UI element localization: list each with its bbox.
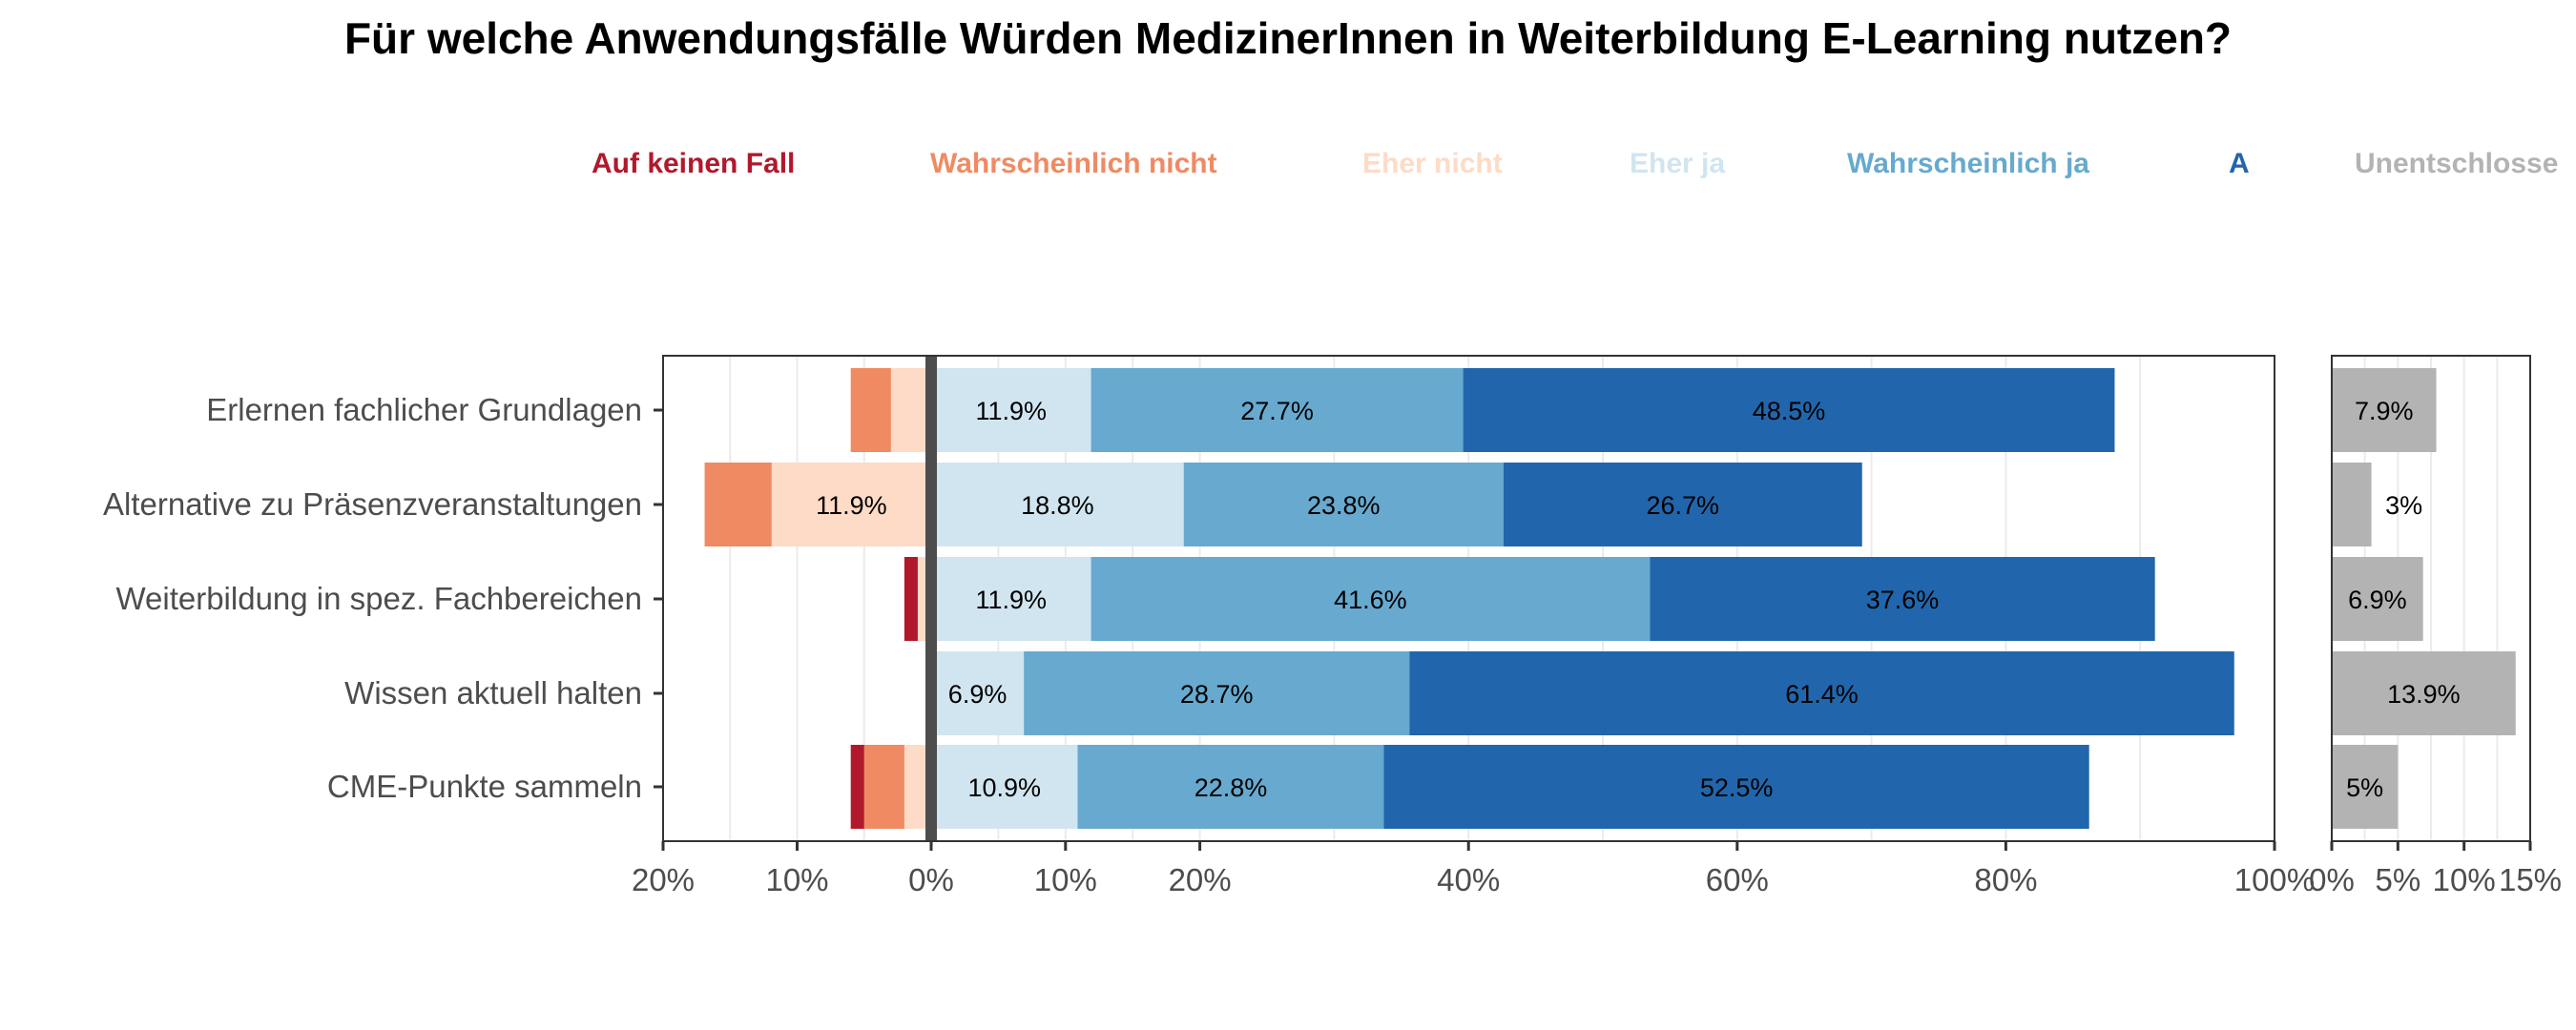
data-label: 5% — [2346, 773, 2383, 802]
legend-item: A — [2229, 148, 2250, 179]
x-tick-label: 100% — [2234, 862, 2315, 897]
data-label: 11.9% — [975, 397, 1047, 425]
panel-border — [2331, 355, 2531, 842]
bar-segment — [931, 745, 1078, 829]
category-labels: Erlernen fachlicher Grundlagen Alternativ… — [103, 392, 663, 804]
undecided-bar — [2332, 651, 2516, 735]
data-label: 27.7% — [1240, 397, 1314, 425]
bar-segment — [771, 463, 931, 546]
legend: Auf keinen Fall Wahrscheinlich nicht Eher … — [592, 148, 2558, 179]
bar-segment — [931, 557, 1091, 641]
undecided-bar — [2332, 368, 2437, 452]
data-label: 6.9% — [948, 680, 1008, 709]
category-label: Alternative zu Präsenzveranstaltungen — [103, 486, 642, 522]
data-label: 18.8% — [1021, 491, 1094, 520]
x-tick-label: 0% — [2309, 862, 2355, 897]
data-label: 26.7% — [1646, 491, 1719, 520]
data-label: 11.9% — [816, 491, 887, 520]
x-tick-label: 20% — [1169, 862, 1232, 897]
x-tick-label: 40% — [1437, 862, 1500, 897]
bar-segment — [1503, 463, 1862, 546]
bar-segment — [1091, 557, 1651, 641]
category-label: Weiterbildung in spez. Fachbereichen — [115, 581, 642, 616]
bar-segment — [931, 463, 1184, 546]
undecided-bar — [2332, 557, 2423, 641]
legend-item: Eher nicht — [1362, 148, 1503, 179]
bar-segment — [904, 557, 918, 641]
x-tick-label: 15% — [2499, 862, 2562, 897]
x-tick-label: 20% — [632, 862, 695, 897]
data-label: 37.6% — [1866, 586, 1940, 614]
data-label: 41.6% — [1334, 586, 1407, 614]
legend-item: Wahrscheinlich nicht — [930, 148, 1217, 179]
x-tick-label: 10% — [1034, 862, 1097, 897]
data-label: 10.9% — [967, 773, 1041, 802]
bar-segment — [931, 368, 1091, 452]
bar-segment — [1077, 745, 1384, 829]
data-label: 22.8% — [1195, 773, 1268, 802]
bar-segment — [1383, 745, 2089, 829]
chart-title: Für welche Anwendungsfälle Würden Medizi… — [344, 13, 2232, 63]
x-tick-label: 10% — [2433, 862, 2496, 897]
bar-segment — [1409, 651, 2234, 735]
x-tick-label: 5% — [2375, 862, 2420, 897]
data-label: 28.7% — [1180, 680, 1254, 709]
undecided-bar — [2332, 463, 2372, 546]
bar-segment — [1091, 368, 1464, 452]
data-label: 61.4% — [1785, 680, 1859, 709]
main-plot-panel: 11.9% 27.7% 48.5% 18.8% 23.8% 26.7% 11.9% 11.9%… — [632, 355, 2315, 897]
data-label: 7.9% — [2355, 397, 2414, 425]
zero-line — [925, 356, 937, 841]
x-tick-label: 0% — [908, 862, 954, 897]
category-label: Wissen aktuell halten — [344, 675, 642, 711]
x-tick-label: 60% — [1706, 862, 1769, 897]
category-label: CME-Punkte sammeln — [327, 769, 642, 804]
bar-segment — [890, 368, 931, 452]
data-label: 48.5% — [1753, 397, 1826, 425]
bar-segment — [1650, 557, 2155, 641]
undecided-plot-panel: 7.9% 3% 6.9% 13.9% 5% 0% 5% 10% 15% — [2309, 355, 2562, 897]
bar-segment — [1024, 651, 1410, 735]
x-tick-label: 80% — [1974, 862, 2037, 897]
bar-segment — [1463, 368, 2115, 452]
bar-segment — [863, 745, 904, 829]
category-label: Erlernen fachlicher Grundlagen — [206, 392, 642, 427]
data-label: 13.9% — [2387, 680, 2461, 709]
data-label: 3% — [2385, 491, 2422, 520]
x-tick-label: 10% — [765, 862, 828, 897]
data-label: 11.9% — [975, 586, 1047, 614]
data-label: 52.5% — [1700, 773, 1774, 802]
bar-segment — [704, 463, 772, 546]
legend-item: Eher ja — [1630, 148, 1725, 179]
bar-segment — [850, 368, 891, 452]
data-label: 6.9% — [2348, 586, 2407, 614]
bar-segment — [850, 745, 864, 829]
legend-item: Unentschlosse — [2355, 148, 2558, 179]
legend-item: Auf keinen Fall — [592, 148, 795, 179]
undecided-bar — [2332, 745, 2399, 829]
data-label: 23.8% — [1307, 491, 1381, 520]
legend-item: Wahrscheinlich ja — [1847, 148, 2089, 179]
bar-segment — [1183, 463, 1504, 546]
bar-segment — [931, 651, 1025, 735]
